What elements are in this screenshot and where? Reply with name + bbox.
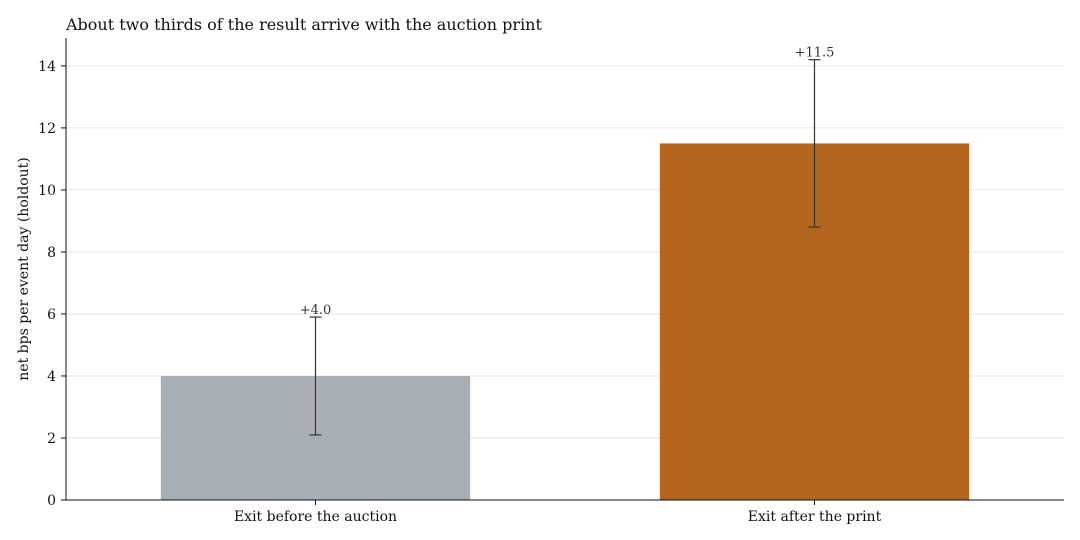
data-label-1: +11.5 [795, 46, 835, 61]
y-tick-label-6: 12 [38, 121, 56, 137]
chart-title: About two thirds of the result arrive wi… [65, 15, 542, 34]
y-tick-label-1: 2 [47, 431, 56, 447]
y-tick-label-7: 14 [38, 59, 56, 75]
y-ticks: 0 2 4 6 8 10 12 14 [38, 59, 66, 509]
y-axis-label: net bps per event day (holdout) [16, 157, 32, 380]
bars [160, 143, 970, 500]
x-tick-label-1: Exit after the print [748, 509, 882, 525]
y-tick-label-3: 6 [47, 307, 56, 323]
error-bars [309, 59, 821, 436]
y-tick-label-0: 0 [47, 493, 56, 509]
y-tick-label-2: 4 [47, 369, 56, 385]
x-tick-label-0: Exit before the auction [234, 509, 397, 525]
x-ticks: Exit before the auction Exit after the pr… [234, 500, 882, 525]
data-labels: +4.0 +11.5 [300, 46, 835, 318]
data-label-0: +4.0 [300, 303, 332, 318]
y-tick-label-4: 8 [47, 245, 56, 261]
y-tick-label-5: 10 [38, 183, 56, 199]
